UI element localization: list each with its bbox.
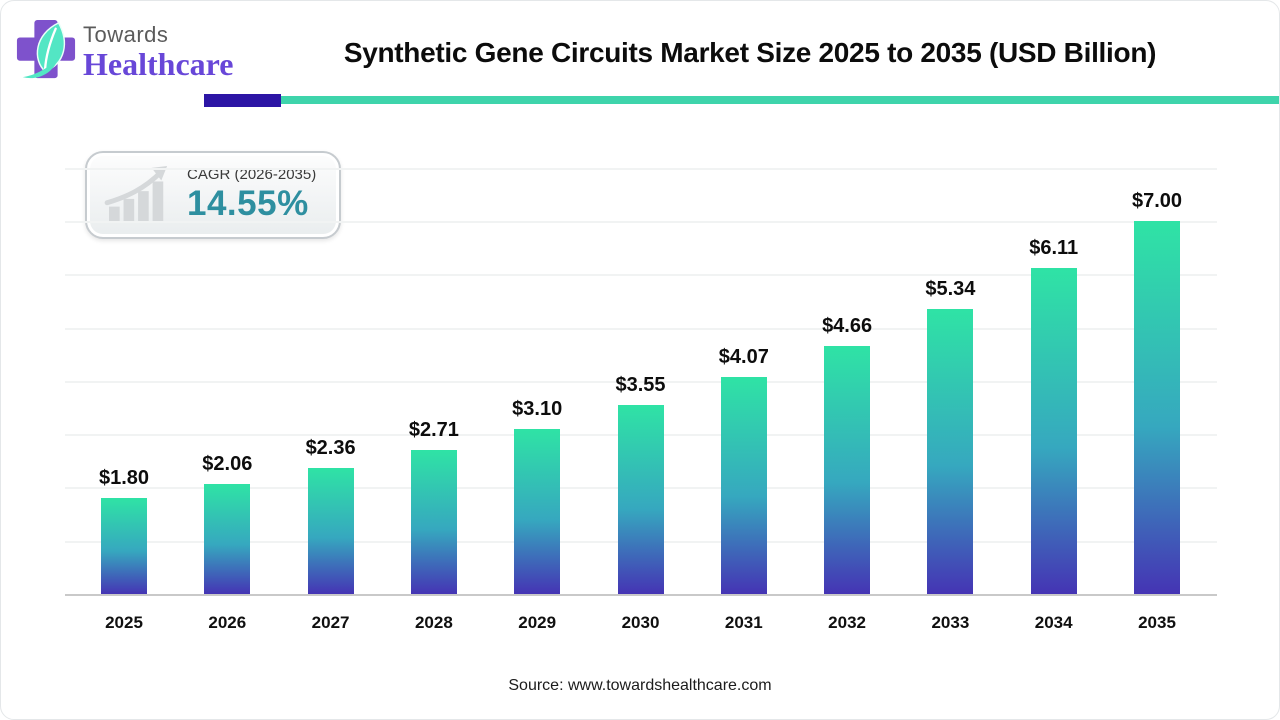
bar-value-label: $5.34	[925, 278, 976, 301]
cagr-value: 14.55%	[187, 184, 309, 223]
page-title: Synthetic Gene Circuits Market Size 2025…	[343, 37, 1157, 68]
gridline	[65, 327, 1217, 330]
x-axis-tick-label: 2033	[931, 613, 970, 632]
brand-name: Towards Healthcare	[83, 23, 233, 82]
bar-2033	[927, 309, 974, 594]
brand-logo: Towards Healthcare	[15, 17, 233, 85]
cagr-badge: CAGR (2026-2035) 14.55%	[85, 151, 341, 239]
gridline	[65, 220, 1217, 223]
bar-value-label: $6.11	[1029, 237, 1079, 260]
cagr-label: CAGR (2026-2035)	[187, 166, 317, 183]
brand-name-top: Towards	[83, 22, 169, 47]
title-underline	[204, 93, 1279, 107]
bar-value-label: $4.07	[718, 346, 769, 369]
underline-teal-accent	[281, 96, 1279, 104]
bar-2031	[720, 377, 767, 594]
bar-2035	[1134, 220, 1180, 594]
bar-value-label: $2.36	[305, 437, 356, 460]
x-axis-tick-label: 2029	[518, 613, 557, 632]
x-axis-tick-label: 2025	[105, 613, 143, 632]
x-axis-tick-label: 2028	[414, 613, 453, 632]
bar-value-label: $7.00	[1131, 189, 1183, 212]
brand-name-bottom: Healthcare	[83, 46, 234, 83]
underline-purple-accent	[204, 93, 281, 107]
x-axis-tick-label: 2032	[828, 613, 866, 632]
gridline	[65, 274, 1217, 277]
source-note: Source: www.towardshealthcare.com	[508, 677, 772, 694]
bar-value-label: $4.66	[822, 314, 873, 337]
bar-2028	[410, 449, 457, 594]
x-axis-line	[65, 594, 1217, 596]
bar-2026	[204, 484, 251, 594]
bar-value-label: $3.55	[615, 373, 666, 396]
x-axis-tick-label: 2030	[621, 613, 660, 632]
x-axis-tick-label: 2031	[724, 613, 763, 632]
bar-value-label: $2.71	[408, 418, 459, 441]
x-axis-tick-label: 2026	[208, 613, 247, 632]
x-axis-tick-label: 2034	[1034, 613, 1073, 632]
x-axis-tick-label: 2035	[1138, 613, 1176, 632]
cagr-text: CAGR (2026-2035) 14.55%	[187, 166, 316, 224]
bar-2029	[514, 428, 561, 594]
bar-2027	[307, 468, 354, 594]
bar-2025	[101, 498, 147, 594]
bar-2034	[1030, 268, 1077, 594]
x-axis-tick-label: 2027	[311, 613, 350, 632]
bar-2032	[824, 345, 871, 594]
gridline	[65, 380, 1217, 383]
cross-leaf-logo-icon	[16, 20, 76, 79]
gridline	[65, 167, 1217, 170]
bar-value-label: $3.10	[512, 397, 563, 420]
bar-value-label: $2.06	[202, 453, 253, 476]
bar-value-label: $1.80	[98, 467, 150, 490]
bar-2030	[617, 404, 664, 594]
